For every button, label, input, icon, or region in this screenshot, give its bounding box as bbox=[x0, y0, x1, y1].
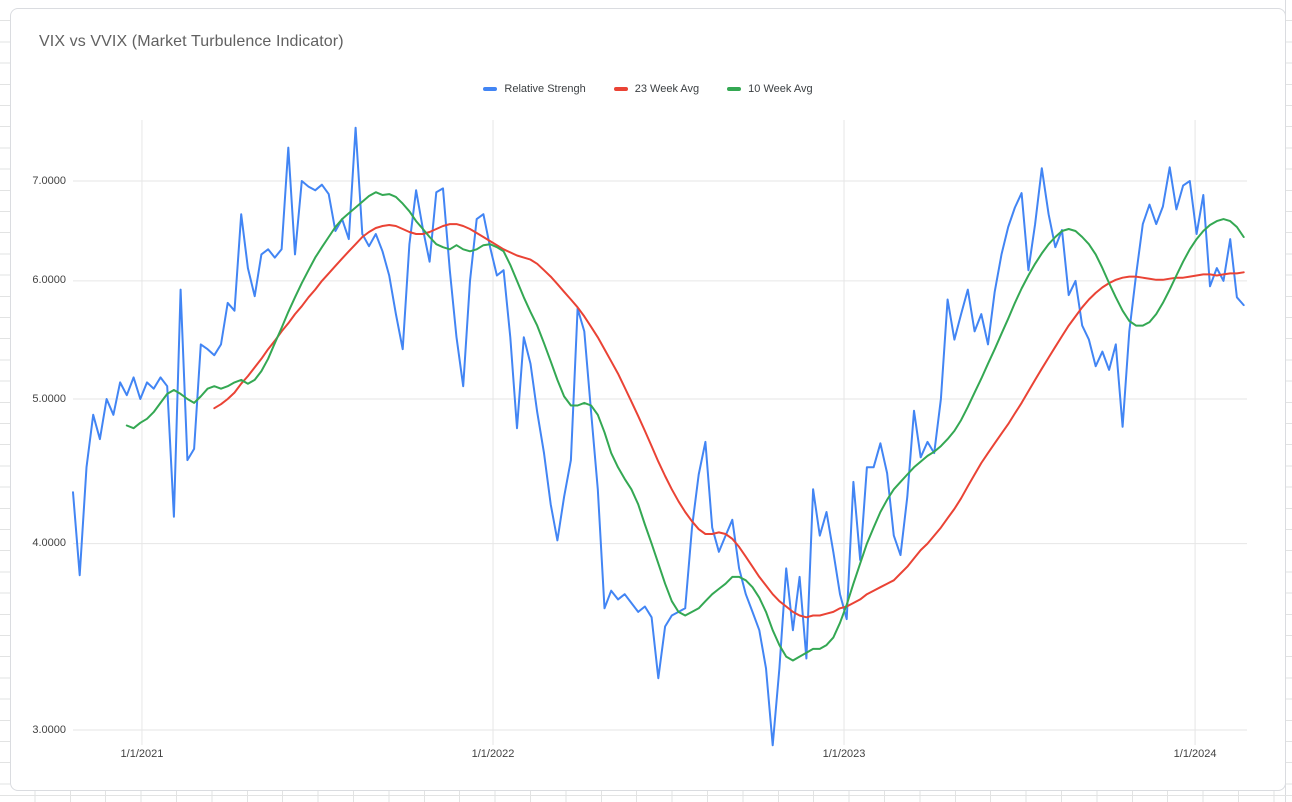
legend-item-23-week-avg: 23 Week Avg bbox=[613, 83, 700, 95]
legend-label: Relative Strengh bbox=[504, 83, 586, 95]
sheet-gridlines-left bbox=[0, 0, 10, 802]
y-axis-tick-label: 6.0000 bbox=[32, 274, 66, 287]
x-axis-tick-label: 1/1/2024 bbox=[1173, 748, 1217, 760]
legend-item-10-week-avg: 10 Week Avg bbox=[727, 83, 813, 95]
y-axis-tick-label: 4.0000 bbox=[32, 537, 66, 550]
chart-title: VIX vs VVIX (Market Turbulence Indicator… bbox=[39, 33, 344, 50]
y-axis-tick-label: 3.0000 bbox=[32, 723, 66, 736]
x-axis-tick-label: 1/1/2022 bbox=[471, 748, 515, 760]
x-axis-tick-label: 1/1/2021 bbox=[120, 748, 164, 760]
chart-legend: Relative Strengh 23 Week Avg 10 Week Avg bbox=[11, 83, 1285, 95]
series-line-23-week-avg bbox=[213, 223, 1245, 619]
legend-swatch-icon bbox=[727, 87, 742, 91]
sheet-row-line bbox=[0, 795, 1292, 796]
legend-label: 23 Week Avg bbox=[634, 83, 700, 95]
legend-label: 10 Week Avg bbox=[748, 83, 813, 95]
series-line-10-week-avg bbox=[125, 191, 1245, 662]
legend-swatch-icon bbox=[483, 87, 498, 91]
y-axis-tick-label: 7.0000 bbox=[32, 174, 66, 187]
legend-swatch-icon bbox=[613, 87, 628, 91]
legend-item-relative-strengh: Relative Strengh bbox=[483, 83, 586, 95]
series-line-relative-strengh bbox=[72, 126, 1245, 747]
x-axis-tick-label: 1/1/2023 bbox=[822, 748, 866, 760]
y-axis-tick-label: 5.0000 bbox=[32, 392, 66, 405]
